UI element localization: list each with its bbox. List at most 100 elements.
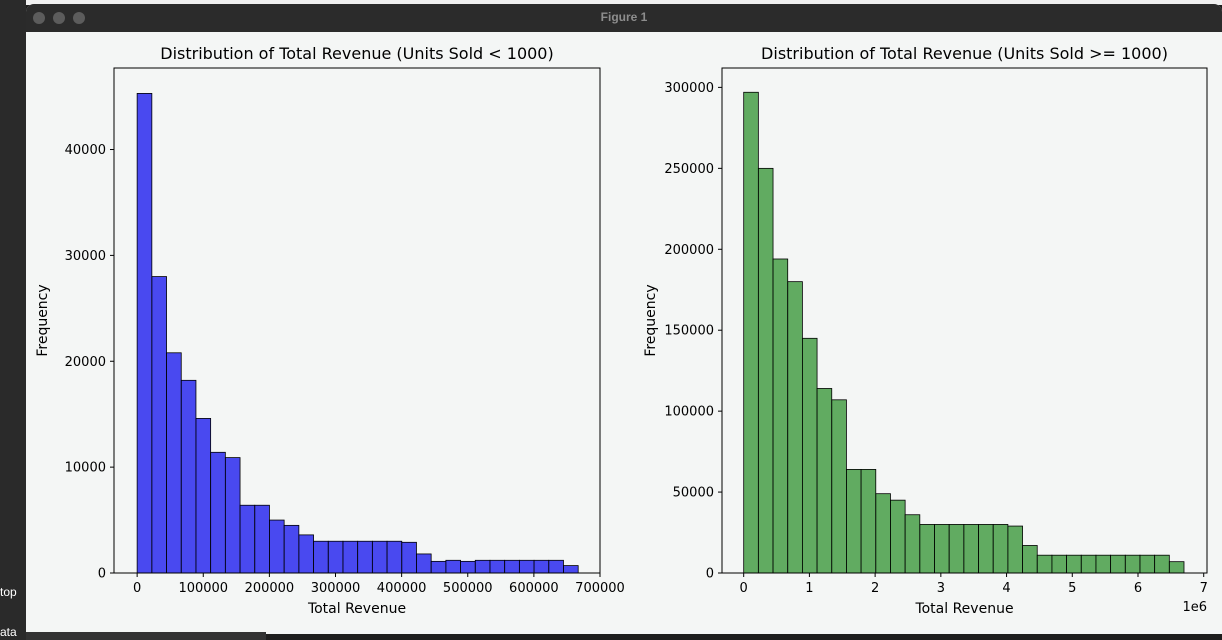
chart-2-bar: [978, 524, 994, 574]
chart-1-title: Distribution of Total Revenue (Units Sol…: [160, 44, 553, 63]
chart-2-bar: [1051, 554, 1067, 574]
chart-1-x-tick-label: 0: [133, 581, 141, 596]
chart-2-bar: [1036, 554, 1053, 574]
chart-2-x-tick-label: 7: [1200, 581, 1208, 596]
chart-1-bar: [254, 504, 270, 574]
chart-1-bar: [239, 504, 256, 574]
chart-2-y-tick-label: 50000: [673, 486, 714, 501]
chart-1-x-tick-label: 100000: [178, 581, 228, 596]
chart-2-bar: [1080, 554, 1097, 574]
chart-2-x-tick-label: 0: [740, 581, 748, 596]
chart-1-y-tick-label: 0: [98, 567, 106, 582]
chart-1-bar: [269, 519, 285, 574]
background-label-data: ata: [0, 625, 17, 639]
chart-1-bar: [342, 540, 359, 574]
chart-2-bar: [1124, 554, 1141, 574]
chart-1-bar: [357, 540, 373, 574]
chart-1-x-tick-label: 400000: [377, 581, 427, 596]
taskbar-strip: [26, 632, 266, 640]
chart-1-x-tick-label: 600000: [509, 581, 559, 596]
chart-1-bar: [533, 559, 550, 574]
chart-2-bar: [948, 524, 965, 574]
chart-1-bar: [195, 418, 212, 574]
chart-1-bar: [445, 559, 461, 574]
chart-2-bar: [890, 499, 906, 574]
background-desktop-strip: [0, 0, 26, 640]
chart-1-y-tick-label: 20000: [65, 355, 106, 370]
chart-2-x-tick-label: 2: [871, 581, 879, 596]
chart-2-y-tick-label: 150000: [664, 324, 714, 339]
figure-canvas: 0 100000 200000 300000 400000 500000 600000 700…: [35, 44, 1208, 617]
chart-1-bar: [504, 559, 520, 574]
background-label-top: top: [0, 585, 17, 599]
chart-1-bar: [210, 451, 226, 574]
chart-1-bar: [518, 559, 535, 574]
chart-2-bar: [934, 524, 950, 574]
chart-2-bar: [992, 524, 1009, 574]
chart-1-x-tick-label: 500000: [443, 581, 493, 596]
chart-2-bar: [816, 388, 833, 574]
chart-1-bar: [548, 559, 564, 574]
chart-1-axes-frame: [113, 67, 601, 574]
close-button[interactable]: [33, 12, 45, 24]
chart-2-x-tick-label: 3: [937, 581, 945, 596]
minimize-button[interactable]: [53, 12, 65, 24]
chart-2-y-tick-label: 200000: [664, 243, 714, 258]
chart-2-title: Distribution of Total Revenue (Units Sol…: [761, 44, 1168, 63]
chart-1-bar: [166, 352, 182, 574]
chart-2-bar: [772, 258, 789, 574]
chart-2-x-tick-label: 5: [1068, 581, 1076, 596]
chart-1-x-tick-label: 200000: [245, 581, 295, 596]
chart-2-bar: [1110, 554, 1126, 574]
chart-2-bar: [787, 281, 803, 574]
chart-2-bar: [1168, 561, 1185, 574]
chart-1-bar: [283, 524, 300, 574]
chart-2-y-tick-label: 100000: [664, 405, 714, 420]
chart-2-y-tick-label: 250000: [664, 162, 714, 177]
chart-1-bar: [386, 540, 403, 574]
chart-1-y-axis-label: Frequency: [35, 284, 51, 356]
chart-2-bar: [1007, 525, 1023, 574]
chart-1-bar: [151, 276, 167, 574]
chart-2-x-axis-label: Total Revenue: [914, 601, 1013, 617]
chart-1-bar: [474, 559, 491, 574]
chart-2-bar: [801, 337, 818, 574]
chart-1-bar: [313, 540, 329, 574]
chart-1-bar: [430, 560, 447, 574]
chart-1-x-tick-label: 700000: [575, 581, 625, 596]
chart-1-y-tick-label: 10000: [65, 461, 106, 476]
chart-1-bar: [136, 93, 153, 574]
chart-2-axes-frame: [721, 67, 1208, 574]
chart-1-x-axis-label: Total Revenue: [307, 601, 406, 617]
chart-2-bar: [904, 514, 921, 574]
chart-1-bar: [327, 540, 344, 574]
window-title: Figure 1: [600, 10, 648, 24]
chart-1-bar: [416, 553, 432, 574]
chart-1-x-tick-label: 300000: [311, 581, 361, 596]
chart-2-bar: [919, 524, 935, 574]
chart-2-y-axis-label: Frequency: [643, 284, 659, 356]
chart-1-bar: [371, 540, 388, 574]
figure-window: Figure 1 0 100000 200000 300000 400000 500000…: [26, 4, 1222, 634]
chart-2-bar: [860, 469, 877, 574]
chart-2-x-tick-label: 6: [1134, 581, 1142, 596]
chart-2-y-tick-label: 0: [706, 567, 714, 582]
chart-1-bar: [180, 379, 197, 574]
window-titlebar[interactable]: Figure 1: [26, 4, 1222, 32]
chart-2-bar: [846, 469, 862, 574]
chart-1-bar: [224, 457, 241, 574]
maximize-button[interactable]: [73, 12, 85, 24]
chart-1-y-tick-label: 40000: [65, 143, 106, 158]
chart-2-bar: [1022, 545, 1038, 574]
chart-1-bar: [563, 565, 579, 574]
chart-2-bar: [1095, 554, 1112, 574]
chart-2-bar: [1139, 554, 1156, 574]
background-window-edge: [26, 0, 1222, 5]
chart-2-y-tick-label: 300000: [664, 81, 714, 96]
chart-1-y-tick-label: 30000: [65, 249, 106, 264]
chart-2-x-tick-label: 1: [805, 581, 813, 596]
chart-2-x-tick-label: 4: [1002, 581, 1010, 596]
chart-2-bar: [1154, 554, 1170, 574]
chart-1-bar: [489, 559, 506, 574]
chart-2-bar: [757, 167, 774, 574]
